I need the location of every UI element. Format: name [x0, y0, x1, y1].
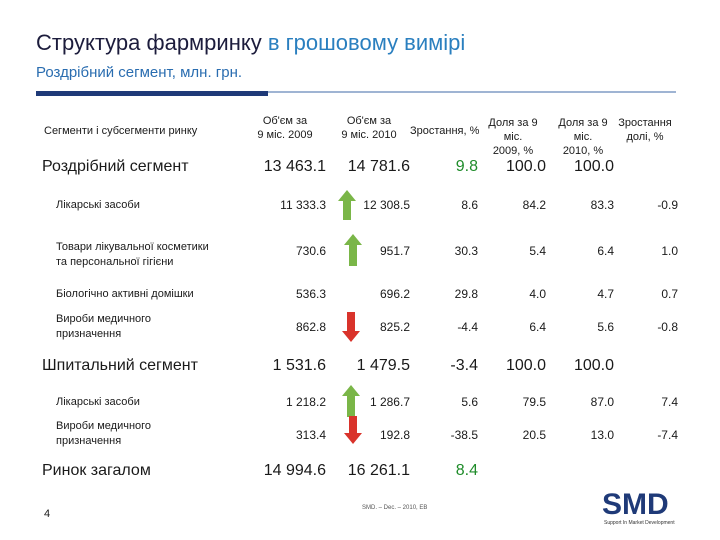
row-label: Лікарські засоби: [56, 396, 140, 408]
share-2010: 100.0: [573, 357, 614, 374]
value-2009: 14 994.6: [263, 462, 326, 479]
row-label: Товари лікувальної косметики та персональ…: [56, 241, 209, 268]
share-2010: 5.6: [597, 320, 614, 334]
logo-wordmark: SMD: [602, 488, 669, 521]
arrow-down-icon: [344, 416, 362, 444]
value-2010: 951.7: [379, 244, 410, 258]
logo-tagline: Support In Market Development: [604, 520, 675, 526]
value-2010: 12 308.5: [363, 198, 410, 212]
growth-value: -4.4: [457, 320, 478, 334]
share-2010: 87.0: [590, 395, 614, 409]
share-2009: 84.2: [522, 198, 546, 212]
col-header-share-growth: Зростання долі, %: [618, 117, 672, 143]
share-2010: 83.3: [590, 198, 614, 212]
growth-value: 5.6: [461, 395, 478, 409]
share-2009: 4.0: [529, 287, 546, 301]
title-divider-light: [268, 91, 676, 93]
value-2009: 862.8: [295, 320, 326, 334]
share-2010: 13.0: [590, 428, 614, 442]
col-header-share2010: Доля за 9 міс. 2010, %: [558, 117, 608, 157]
row-label: Роздрібний сегмент: [42, 158, 189, 175]
share-2010: 6.4: [597, 244, 614, 258]
growth-value: 8.6: [461, 198, 478, 212]
growth-value: -3.4: [450, 357, 478, 374]
share-growth: 7.4: [661, 395, 678, 409]
smd-logo: SMD Support In Market Development: [602, 488, 675, 526]
row-label: Біологічно активні домішки: [56, 288, 194, 300]
row-label: Вироби медичного призначення: [56, 313, 152, 340]
share-growth: -0.8: [657, 320, 678, 334]
share-growth: 1.0: [661, 244, 678, 258]
value-2010: 1 479.5: [356, 357, 410, 374]
col-header-vol2010: Об'єм за 9 міс. 2010: [341, 115, 397, 141]
growth-value: 29.8: [454, 287, 478, 301]
value-2010: 1 286.7: [369, 395, 410, 409]
row-label: Вироби медичного призначення: [56, 420, 152, 447]
growth-value: 9.8: [455, 158, 478, 175]
value-2010: 14 781.6: [347, 158, 410, 175]
page-number: 4: [44, 508, 51, 520]
row-label: Шпитальний сегмент: [42, 357, 198, 374]
share-growth: -7.4: [657, 428, 678, 442]
value-2010: 192.8: [379, 428, 410, 442]
share-growth: 0.7: [661, 287, 678, 301]
value-2010: 696.2: [379, 287, 410, 301]
value-2009: 1 531.6: [272, 357, 326, 374]
share-2009: 20.5: [522, 428, 546, 442]
page-subtitle: Роздрібний сегмент, млн. грн.: [36, 64, 243, 81]
value-2009: 313.4: [295, 428, 326, 442]
value-2009: 11 333.3: [280, 198, 326, 212]
share-2009: 5.4: [529, 244, 546, 258]
value-2009: 730.6: [295, 244, 326, 258]
arrow-down-icon: [342, 312, 360, 342]
arrow-up-icon: [338, 190, 356, 220]
value-2010: 825.2: [379, 320, 410, 334]
col-header-growth: Зростання, %: [410, 125, 480, 137]
row-label: Ринок загалом: [42, 462, 151, 479]
growth-value: 30.3: [454, 244, 478, 258]
arrow-up-icon: [342, 385, 360, 417]
col-header-share2009: Доля за 9 міс. 2009, %: [488, 117, 538, 157]
growth-value: 8.4: [455, 462, 478, 479]
growth-value: -38.5: [450, 428, 478, 442]
source-note: SMD. – Dec. – 2010, EB: [362, 505, 428, 511]
value-2009: 13 463.1: [263, 158, 326, 175]
share-2009: 100.0: [505, 158, 546, 175]
arrow-up-icon: [344, 234, 362, 266]
col-header-segment: Сегменти і субсегменти ринку: [44, 125, 198, 137]
value-2009: 536.3: [295, 287, 326, 301]
page-title: Структура фармринку в грошовому вимірі: [36, 30, 466, 55]
share-2009: 6.4: [529, 320, 546, 334]
share-growth: -0.9: [657, 198, 678, 212]
row-label: Лікарські засоби: [56, 199, 140, 211]
value-2009: 1 218.2: [285, 395, 326, 409]
share-2009: 100.0: [505, 357, 546, 374]
share-2010: 4.7: [597, 287, 614, 301]
value-2010: 16 261.1: [347, 462, 410, 479]
col-header-vol2009: Об'єм за 9 міс. 2009: [257, 115, 313, 141]
title-divider-dark: [36, 91, 268, 96]
share-2009: 79.5: [522, 395, 546, 409]
share-2010: 100.0: [573, 158, 614, 175]
